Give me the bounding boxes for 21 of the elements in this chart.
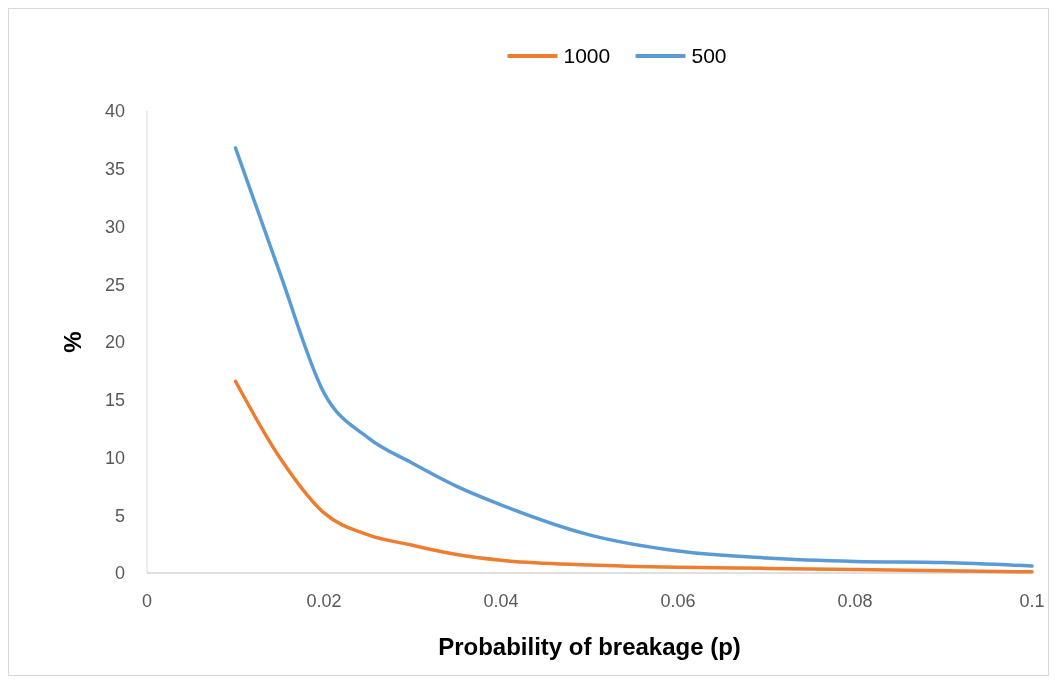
y-tick-label: 15 — [104, 390, 125, 411]
line-series — [233, 146, 1034, 568]
x-axis-title: Probability of breakage (p) — [438, 633, 741, 660]
x-tick-label: 0.1 — [1019, 591, 1045, 611]
y-tick-label: 25 — [104, 274, 125, 295]
line-series — [233, 379, 1034, 574]
legend-label: 1000 — [563, 44, 611, 68]
y-tick-label: 0 — [114, 563, 125, 584]
x-tick-label: 0.02 — [306, 591, 342, 611]
x-tick-label: 0.04 — [483, 591, 519, 611]
y-tick-label: 20 — [104, 332, 125, 353]
x-tick-label: 0.08 — [837, 591, 873, 611]
y-tick-label: 5 — [114, 505, 125, 526]
y-tick-label: 40 — [104, 101, 125, 122]
x-tick-label: 0 — [141, 591, 153, 611]
y-tick-label: 30 — [104, 216, 125, 237]
legend-label: 500 — [691, 44, 727, 68]
y-tick-label: 10 — [104, 447, 125, 468]
x-tick-label: 0.06 — [660, 591, 696, 611]
y-axis-title: % — [59, 331, 86, 353]
y-tick-label: 35 — [104, 159, 125, 180]
